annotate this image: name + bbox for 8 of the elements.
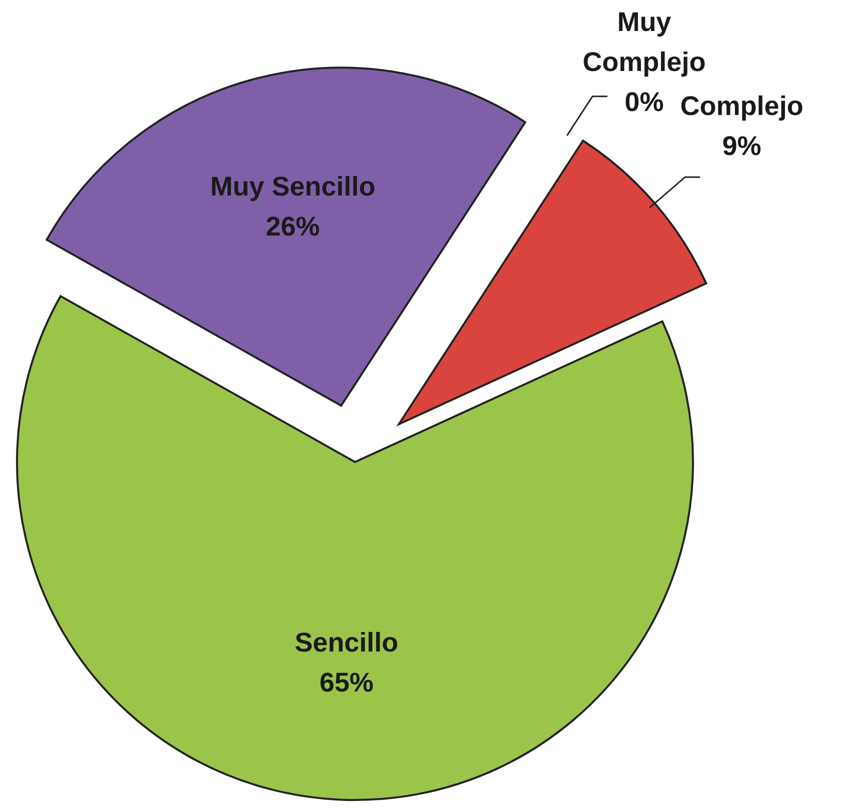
data-label: 65% — [319, 668, 374, 698]
slice-label: Sencillo — [294, 628, 398, 658]
data-label: 26% — [266, 212, 320, 242]
text: 0% — [624, 87, 664, 118]
slice-label: Complejo — [680, 91, 804, 122]
category-label: Muy Complejo — [582, 7, 706, 78]
slice-label: Muy Sencillo — [210, 172, 376, 202]
data-label: 9% — [722, 131, 762, 162]
